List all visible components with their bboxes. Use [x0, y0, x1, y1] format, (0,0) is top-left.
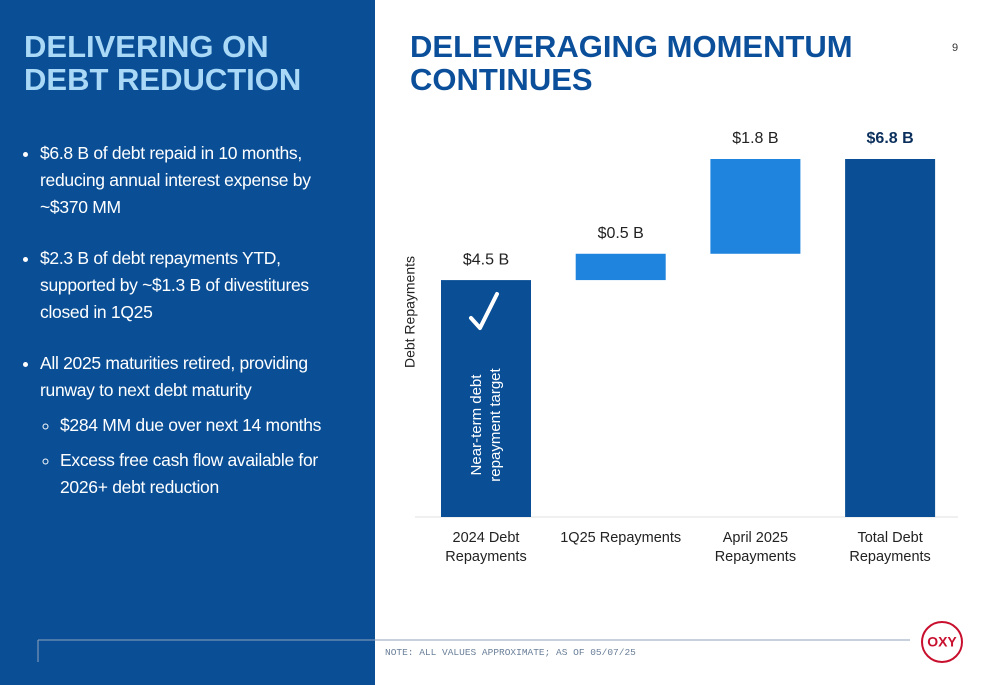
bullet-line: supported by ~$1.3 B of divestitures	[40, 275, 309, 295]
annotation: repayment target	[487, 367, 504, 481]
bullet-line: runway to next debt maturity	[40, 380, 252, 400]
x-tick-label: 1Q25 Repayments	[560, 530, 681, 546]
left-panel: DELIVERING ON DEBT REDUCTION $6.8 B of d…	[0, 0, 375, 685]
left-title: DELIVERING ON DEBT REDUCTION	[24, 29, 302, 97]
value-label: $4.5 B	[463, 251, 509, 268]
bullet: All 2025 maturities retired, providing ru…	[40, 350, 385, 501]
value-label: $6.8 B	[867, 130, 914, 147]
y-axis-label: Debt Repayments	[402, 256, 418, 368]
bullet-list: $6.8 B of debt repaid in 10 months, reduc…	[22, 140, 385, 525]
sub-bullet-line: $284 MM due over next 14 months	[60, 415, 322, 435]
x-tick-label: Total Debt	[857, 530, 922, 546]
bar	[575, 253, 666, 281]
bar	[710, 159, 801, 254]
bullet-line: ~$370 MM	[40, 197, 121, 217]
page-number: 9	[952, 42, 959, 54]
x-tick-label: Repayments	[849, 549, 930, 565]
sub-bullet: $284 MM due over next 14 months	[60, 412, 385, 439]
value-label: $1.8 B	[732, 130, 778, 147]
bullet: $2.3 B of debt repayments YTD, supported …	[40, 245, 385, 326]
logo-circle	[921, 621, 963, 663]
bullet-line: reducing annual interest expense by	[40, 170, 311, 190]
x-tick-label: Repayments	[715, 549, 796, 565]
value-label: $0.5 B	[598, 225, 644, 242]
sub-bullet-line: 2026+ debt reduction	[60, 477, 219, 497]
checkmark	[469, 292, 499, 330]
annotation: Near-term debt	[468, 374, 485, 476]
sub-bullet-line: Excess free cash flow available for	[60, 450, 318, 470]
x-tick-label: Repayments	[445, 549, 526, 565]
bar	[845, 159, 936, 517]
bullet-line: $6.8 B of debt repaid in 10 months,	[40, 143, 302, 163]
bullet-line: closed in 1Q25	[40, 302, 153, 322]
sub-list: $284 MM due over next 14 months Excess fr…	[40, 412, 385, 501]
chart-title: DELEVERAGING MOMENTUM CONTINUES	[410, 29, 853, 97]
bullet-line: $2.3 B of debt repayments YTD,	[40, 248, 281, 268]
x-tick-label: 2024 Debt	[453, 530, 520, 546]
x-tick-label: April 2025	[723, 530, 788, 546]
bullet: $6.8 B of debt repaid in 10 months, reduc…	[40, 140, 385, 221]
logo: OXY	[927, 634, 957, 650]
sub-bullet: Excess free cash flow available for 2026+…	[60, 447, 385, 501]
footnote: NOTE: ALL VALUES APPROXIMATE; AS OF 05/0…	[385, 647, 636, 658]
bullet-line: All 2025 maturities retired, providing	[40, 353, 308, 373]
